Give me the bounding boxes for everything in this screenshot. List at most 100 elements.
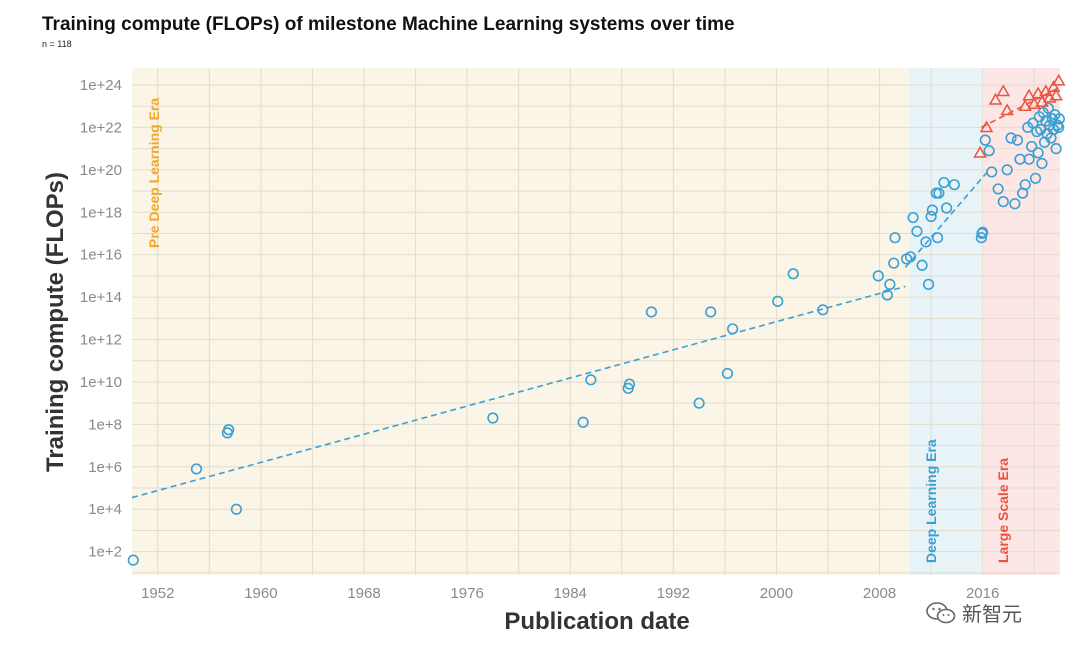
- data-point-circle: [705, 306, 717, 318]
- data-point-circle: [1036, 157, 1048, 170]
- data-point-circle: [925, 210, 937, 223]
- data-point-circle: [872, 270, 884, 282]
- data-point-circle: [1026, 140, 1038, 153]
- data-point-circle: [693, 397, 705, 409]
- x-tick-label: 1960: [244, 585, 277, 602]
- data-point-triangle: [988, 92, 1003, 105]
- data-point-circle: [1050, 143, 1062, 155]
- data-point-triangle: [1046, 80, 1061, 92]
- data-point-circle: [772, 295, 784, 307]
- data-point-circle: [904, 251, 917, 263]
- y-tick-label: 1e+12: [80, 332, 122, 349]
- data-point-circle: [911, 225, 923, 237]
- trend-line: [131, 285, 906, 499]
- x-tick-label: 1952: [141, 585, 174, 602]
- data-point-circle: [577, 416, 589, 428]
- data-point-circle: [1053, 113, 1065, 125]
- y-tick-label: 1e+2: [88, 544, 122, 561]
- y-axis-title: Training compute (FLOPs): [42, 172, 69, 472]
- data-point-circle: [721, 367, 734, 380]
- data-point-triangle: [1027, 97, 1042, 109]
- era-label: Pre Deep Learning Era: [146, 98, 162, 248]
- y-tick-label: 1e+16: [80, 247, 122, 264]
- data-point-circle: [986, 166, 998, 178]
- data-point-triangle: [1051, 73, 1066, 86]
- data-point-circle: [1009, 198, 1021, 210]
- data-point-circle: [1051, 119, 1064, 131]
- y-tick-label: 1e+18: [80, 204, 122, 221]
- x-tick-label: 1976: [450, 585, 483, 602]
- data-point-circle: [983, 145, 995, 157]
- data-point-triangle: [1022, 88, 1036, 101]
- data-point-circle: [1019, 179, 1031, 191]
- data-point-circle: [916, 259, 928, 271]
- data-point-circle: [645, 306, 658, 318]
- data-point-circle: [888, 257, 900, 269]
- chart-title: Training compute (FLOPs) of milestone Ma…: [42, 14, 735, 35]
- data-point-circle: [817, 304, 829, 316]
- data-point-circle: [230, 503, 242, 515]
- data-point-circle: [977, 226, 989, 239]
- data-point-circle: [948, 179, 960, 191]
- data-point-circle: [889, 232, 901, 244]
- data-point-circle: [884, 278, 896, 290]
- y-tick-label: 1e+24: [80, 77, 122, 94]
- data-point-circle: [1023, 153, 1035, 165]
- x-tick-label: 1992: [657, 585, 690, 602]
- data-point-circle: [926, 204, 939, 216]
- data-point-circle: [1011, 134, 1024, 146]
- era-label: Deep Learning Era: [923, 439, 939, 563]
- chart-subtitle: n = 118: [42, 39, 72, 49]
- data-point-circle: [992, 183, 1004, 195]
- y-tick-label: 1e+22: [80, 119, 122, 136]
- data-point-circle: [1032, 147, 1044, 159]
- data-point-circle: [623, 378, 636, 390]
- data-point-circle: [223, 424, 235, 436]
- data-point-circle: [1053, 121, 1065, 133]
- x-tick-label: 2016: [966, 585, 999, 602]
- data-point-circle: [1001, 164, 1013, 176]
- data-point-circle: [727, 323, 739, 335]
- data-point-circle: [979, 134, 991, 146]
- data-point-circle: [1029, 172, 1042, 184]
- data-point-triangle: [1049, 88, 1063, 101]
- y-tick-label: 1e+6: [88, 459, 122, 476]
- data-point-circle: [938, 176, 950, 189]
- era-band: [983, 68, 1060, 575]
- data-point-circle: [931, 232, 944, 244]
- x-tick-label: 2000: [760, 585, 793, 602]
- data-point-circle: [487, 412, 499, 424]
- data-point-circle: [975, 232, 987, 244]
- era-band: [132, 68, 910, 575]
- data-point-triangle: [1031, 86, 1045, 99]
- x-tick-label: 1968: [347, 585, 380, 602]
- x-tick-label: 1984: [554, 585, 587, 602]
- data-point-circle: [933, 187, 945, 199]
- era-label: Large Scale Era: [995, 458, 1011, 563]
- data-point-circle: [1042, 102, 1054, 114]
- data-point-circle: [127, 554, 139, 566]
- watermark: 新智元: [926, 598, 1022, 627]
- data-point-circle: [881, 289, 893, 301]
- data-point-triangle: [1018, 99, 1032, 112]
- y-tick-label: 1e+14: [80, 289, 122, 306]
- data-point-triangle: [979, 120, 994, 133]
- wechat-icon: [926, 601, 956, 625]
- y-tick-label: 1e+4: [88, 501, 122, 518]
- era-band: [909, 68, 984, 575]
- data-point-triangle: [996, 84, 1011, 97]
- data-point-triangle: [973, 145, 987, 158]
- x-tick-label: 2008: [863, 585, 896, 602]
- watermark-text: 新智元: [962, 602, 1022, 626]
- data-point-circle: [922, 278, 935, 290]
- y-tick-label: 1e+20: [80, 162, 122, 179]
- trend-line: [904, 169, 990, 268]
- x-axis-title: Publication date: [504, 608, 689, 635]
- data-point-circle: [190, 463, 203, 475]
- data-point-circle: [585, 374, 597, 386]
- data-point-triangle: [1000, 103, 1014, 116]
- data-point-circle: [907, 211, 919, 224]
- y-tick-label: 1e+10: [80, 374, 122, 391]
- y-tick-label: 1e+8: [88, 416, 122, 433]
